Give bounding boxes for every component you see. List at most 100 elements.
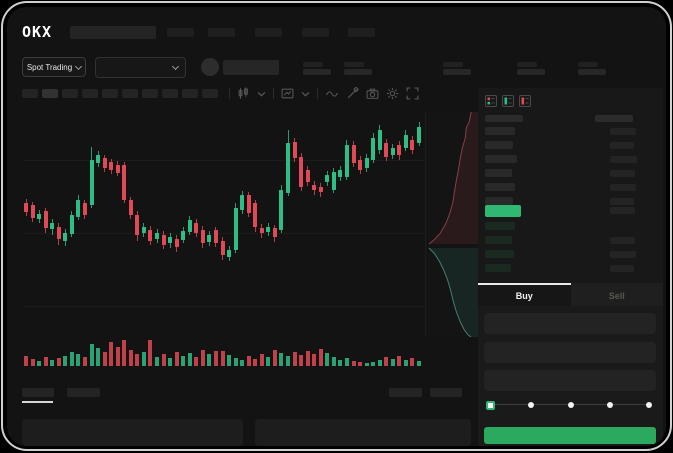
- chevron-down-icon[interactable]: [257, 89, 266, 98]
- price-field[interactable]: [484, 313, 656, 334]
- instrument-type-dropdown[interactable]: Spot Trading: [22, 57, 86, 77]
- candle-body: [181, 231, 186, 240]
- amount-slider[interactable]: [486, 399, 652, 411]
- slider-dot[interactable]: [606, 402, 613, 408]
- bottom-link-2[interactable]: [430, 388, 462, 397]
- total-field[interactable]: [484, 370, 656, 391]
- candle-body: [220, 241, 225, 255]
- bid-row-price[interactable]: [485, 250, 514, 258]
- candle-body: [266, 227, 271, 232]
- sell-tab[interactable]: Sell: [570, 283, 663, 306]
- gear-icon[interactable]: [386, 87, 399, 100]
- volume-bar: [141, 352, 146, 366]
- timeframe-button[interactable]: [42, 89, 58, 98]
- volume-bar: [194, 357, 199, 366]
- timeframe-button[interactable]: [82, 89, 98, 98]
- nav-item[interactable]: [255, 28, 282, 37]
- expand-icon[interactable]: [406, 87, 419, 100]
- orderbook-both-icon[interactable]: [485, 95, 497, 107]
- candle-body: [161, 235, 166, 245]
- volume-bar: [96, 348, 101, 366]
- right-panel: Buy Sell: [478, 88, 663, 446]
- candle-body: [37, 214, 42, 219]
- volume-bar: [279, 353, 284, 366]
- volume-bar: [299, 355, 304, 366]
- ask-row-price[interactable]: [485, 155, 517, 163]
- amount-field[interactable]: [484, 342, 656, 363]
- volume-bar: [102, 352, 107, 366]
- ask-row-price[interactable]: [485, 169, 512, 177]
- timeframe-button[interactable]: [142, 89, 158, 98]
- bottom-panel-right: [255, 419, 471, 446]
- orderbook-bids-icon[interactable]: [502, 95, 514, 107]
- nav-item[interactable]: [208, 28, 235, 37]
- search-input[interactable]: [70, 26, 156, 39]
- bid-row-price[interactable]: [485, 222, 515, 230]
- bid-row-price[interactable]: [485, 264, 511, 272]
- ask-row-price[interactable]: [485, 127, 515, 135]
- ask-row-price[interactable]: [485, 141, 513, 149]
- candle-body: [109, 162, 114, 170]
- volume-bar: [135, 354, 140, 366]
- ask-row-amount[interactable]: [610, 184, 636, 191]
- ask-row-amount[interactable]: [610, 128, 636, 135]
- stat-value: [517, 69, 545, 75]
- indicator-icon[interactable]: [281, 87, 294, 100]
- timeframe-button[interactable]: [22, 89, 38, 98]
- divider: [229, 88, 230, 99]
- nav-item[interactable]: [302, 28, 329, 37]
- submit-buy-button[interactable]: [484, 427, 656, 444]
- bottom-tab-history[interactable]: [67, 388, 100, 397]
- candle-body: [135, 215, 140, 235]
- candle-type-icon[interactable]: [237, 87, 250, 100]
- brush-icon[interactable]: [346, 87, 359, 100]
- volume-bar: [338, 360, 343, 366]
- volume-bar: [351, 361, 356, 366]
- bottom-link-1[interactable]: [389, 388, 422, 397]
- nav-item[interactable]: [348, 28, 375, 37]
- candle-body: [417, 127, 421, 143]
- okx-logo: OKX: [22, 23, 53, 41]
- slider-handle[interactable]: [486, 400, 495, 410]
- timeframe-button[interactable]: [202, 89, 218, 98]
- camera-icon[interactable]: [366, 87, 379, 100]
- timeframe-button[interactable]: [102, 89, 118, 98]
- candle-body: [240, 195, 245, 210]
- orderbook-view-toggles: [485, 95, 531, 107]
- bid-row-amount[interactable]: [610, 251, 636, 258]
- last-price-bar[interactable]: [485, 205, 521, 217]
- timeframe-button[interactable]: [182, 89, 198, 98]
- candle-body: [292, 142, 297, 158]
- chevron-down-icon[interactable]: [301, 89, 310, 98]
- candle-body: [200, 230, 205, 243]
- buy-tab[interactable]: Buy: [478, 283, 571, 306]
- volume-bar: [397, 356, 402, 366]
- timeframe-button[interactable]: [62, 89, 78, 98]
- slider-dot[interactable]: [646, 402, 652, 408]
- ask-row-price[interactable]: [485, 183, 515, 191]
- ask-row-amount[interactable]: [610, 198, 634, 205]
- ask-row-amount[interactable]: [610, 142, 634, 149]
- ask-row-amount[interactable]: [610, 170, 635, 177]
- candle-body: [56, 227, 61, 239]
- bottom-tab-active-indicator: [22, 401, 53, 403]
- bid-row-amount[interactable]: [610, 265, 634, 272]
- chevron-down-icon: [171, 62, 180, 71]
- slider-dot[interactable]: [528, 402, 535, 408]
- slider-dot[interactable]: [567, 402, 574, 408]
- volume-bar: [384, 357, 389, 366]
- candlestick-plot[interactable]: [24, 115, 424, 335]
- bid-row-amount[interactable]: [610, 237, 635, 244]
- orderbook-asks-icon[interactable]: [519, 95, 531, 107]
- bottom-tab-orders[interactable]: [22, 388, 54, 397]
- wave-icon[interactable]: [325, 88, 339, 100]
- volume-bar: [390, 359, 395, 366]
- bid-row-price[interactable]: [485, 236, 512, 244]
- ask-row-amount[interactable]: [610, 156, 637, 163]
- pair-selector-dropdown[interactable]: [95, 57, 186, 78]
- ask-row-price[interactable]: [485, 197, 513, 205]
- timeframe-button[interactable]: [162, 89, 178, 98]
- last-price-placeholder: [223, 60, 279, 75]
- timeframe-button[interactable]: [122, 89, 138, 98]
- nav-item[interactable]: [167, 28, 194, 37]
